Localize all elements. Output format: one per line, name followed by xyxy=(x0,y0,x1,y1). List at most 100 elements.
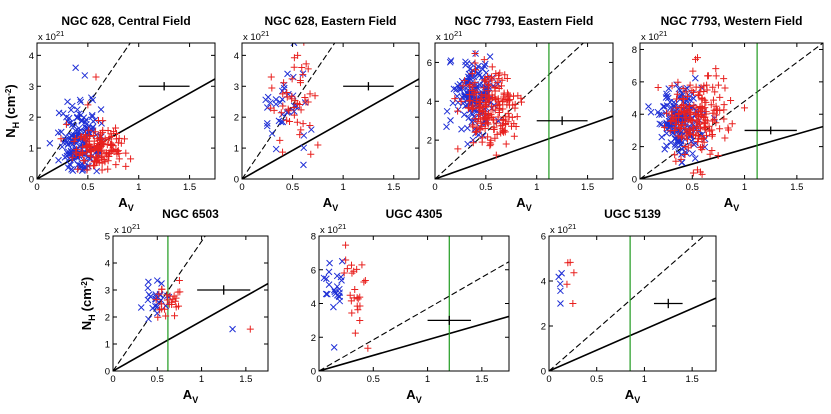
y-tick-label: 1 xyxy=(29,144,34,155)
red-data-point xyxy=(92,158,100,166)
red-data-point xyxy=(709,83,717,91)
red-data-point xyxy=(671,126,679,134)
red-data-point xyxy=(703,86,711,94)
red-data-point xyxy=(112,135,120,143)
red-data-point xyxy=(175,302,183,310)
red-data-point xyxy=(279,148,287,156)
blue-data-point xyxy=(55,156,62,164)
blue-data-point xyxy=(656,120,664,128)
red-data-point xyxy=(678,118,686,126)
y-tick-label: 0 xyxy=(105,367,110,378)
red-data-point xyxy=(497,129,505,137)
blue-data-point xyxy=(467,88,474,96)
red-data-point xyxy=(716,125,724,133)
red-data-point xyxy=(348,269,356,277)
red-data-point xyxy=(470,91,478,99)
blue-data-point xyxy=(81,72,89,79)
red-data-point xyxy=(97,138,105,146)
red-data-point xyxy=(672,157,680,165)
red-data-point xyxy=(480,103,488,111)
blue-data-point xyxy=(268,130,276,137)
red-data-point xyxy=(284,105,292,113)
blue-data-point xyxy=(144,284,152,292)
y-tick-label: 0 xyxy=(311,367,316,378)
y-tick-label: 3 xyxy=(29,82,34,93)
red-data-point xyxy=(506,92,514,100)
dashed-reference-line xyxy=(37,43,131,179)
blue-data-point xyxy=(678,159,686,166)
blue-data-point xyxy=(665,85,673,92)
chart-title: NGC 7793, Eastern Field xyxy=(455,14,594,28)
red-data-point xyxy=(175,277,183,285)
red-data-point xyxy=(314,141,322,149)
red-data-point xyxy=(277,109,285,117)
red-data-point xyxy=(267,104,275,112)
blue-data-point xyxy=(89,96,97,104)
x-axis-label: AV xyxy=(118,195,133,213)
red-data-point xyxy=(570,269,578,277)
blue-data-point xyxy=(691,155,699,162)
red-data-point xyxy=(103,141,111,149)
axes-frame xyxy=(548,235,717,372)
red-data-point xyxy=(475,99,483,107)
x-tick-label: 0.5 xyxy=(590,374,603,385)
red-data-point xyxy=(459,82,467,90)
blue-data-point xyxy=(72,127,79,135)
red-data-point xyxy=(90,162,98,170)
red-data-point xyxy=(468,70,476,78)
red-data-point xyxy=(95,143,103,151)
x-tick-label: 0 xyxy=(637,182,642,193)
blue-data-point xyxy=(486,53,494,60)
blue-data-point xyxy=(83,120,90,128)
chart-title: NGC 6503 xyxy=(162,207,219,221)
red-data-point xyxy=(85,141,93,149)
red-data-point xyxy=(694,135,702,143)
red-data-point xyxy=(99,117,107,125)
red-data-point xyxy=(283,116,291,124)
blue-data-point xyxy=(337,273,345,281)
blue-data-point xyxy=(678,145,686,153)
red-data-point xyxy=(246,325,254,333)
red-data-point xyxy=(89,132,97,140)
x-tick-label: 0.5 xyxy=(286,182,299,193)
red-data-point xyxy=(700,82,708,90)
scale-exponent-label: x 1021 xyxy=(641,29,667,43)
y-tick-label: 4 xyxy=(105,259,110,270)
red-data-point xyxy=(113,150,121,158)
y-tick-label: 4 xyxy=(311,299,316,310)
blue-data-point xyxy=(147,293,154,300)
axes-frame xyxy=(112,235,269,372)
blue-data-point xyxy=(263,104,271,111)
red-data-point xyxy=(502,120,510,128)
blue-data-point xyxy=(284,70,291,78)
blue-data-point xyxy=(156,291,164,299)
red-data-point xyxy=(115,155,123,163)
red-data-point xyxy=(461,77,469,85)
blue-data-point xyxy=(663,90,670,98)
red-data-point xyxy=(95,158,103,166)
blue-data-point xyxy=(689,150,696,157)
red-data-point xyxy=(673,95,681,103)
blue-data-point xyxy=(74,106,81,113)
y-tick-label: 4 xyxy=(234,51,239,62)
red-data-point xyxy=(511,104,519,112)
blue-data-point xyxy=(290,43,298,47)
y-axis-label-unit-close: ) xyxy=(3,84,18,88)
red-data-point xyxy=(306,121,314,129)
y-tick-label: 6 xyxy=(427,58,432,69)
plot-area xyxy=(435,43,613,179)
x-tick-label: 1 xyxy=(136,182,141,193)
blue-data-point xyxy=(654,108,662,116)
y-axis-label-unit-sup: -2 xyxy=(80,281,89,289)
red-data-point xyxy=(709,109,717,117)
x-tick-label: 0 xyxy=(546,374,551,385)
red-data-point xyxy=(299,120,307,128)
red-data-point xyxy=(73,145,81,153)
red-data-point xyxy=(493,102,501,110)
chart-title: UGC 5139 xyxy=(604,207,661,221)
red-data-point xyxy=(694,91,702,99)
y-tick-label: 0 xyxy=(541,367,546,378)
y-tick-label: 0 xyxy=(632,175,637,186)
red-data-point xyxy=(676,125,684,133)
red-data-point xyxy=(487,136,495,144)
